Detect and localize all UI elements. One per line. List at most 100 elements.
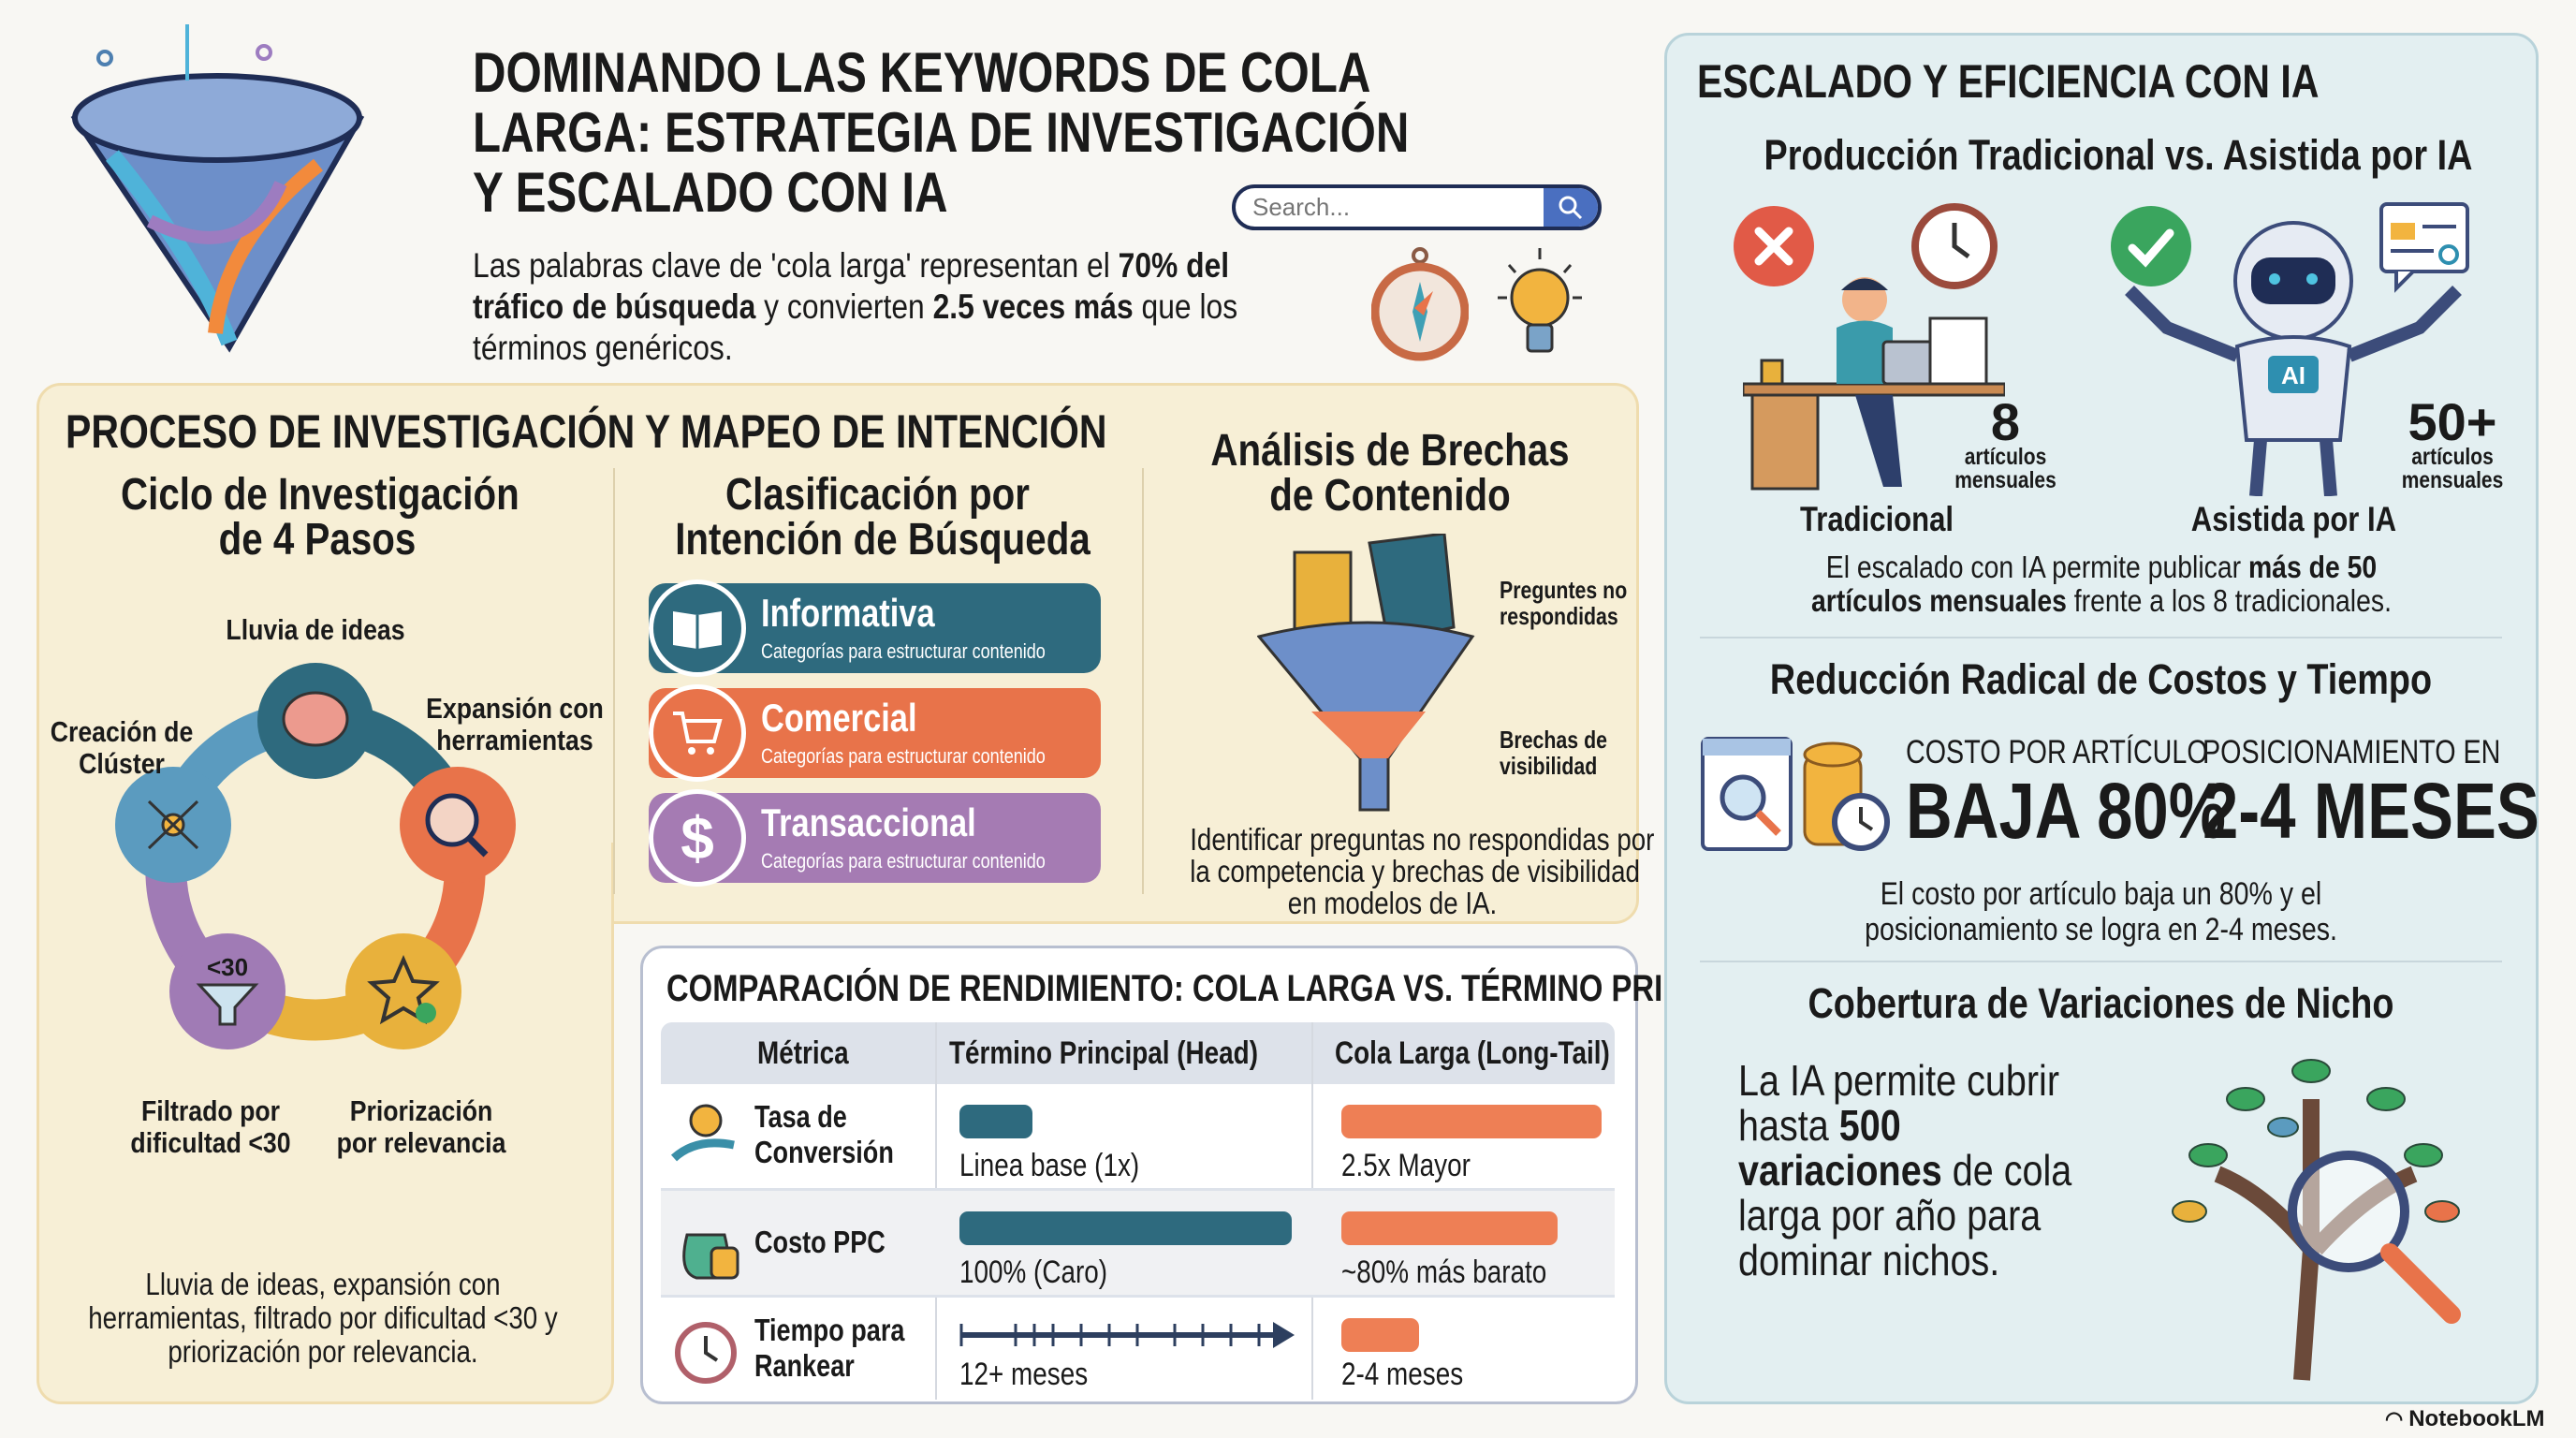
gap-label-visibility: Brechas de visibilidad: [1500, 726, 1607, 780]
tail-value: 2.5x Mayor: [1341, 1148, 1471, 1183]
lightbulb-icon: [1498, 248, 1582, 353]
table-row: Tiempo para Rankear 12+ meses 2-4 meses: [661, 1298, 1615, 1400]
column-header: Métrica: [757, 1035, 849, 1071]
puzzle-funnel-icon: [1257, 534, 1475, 812]
niche-title: Cobertura de Variaciones de Nicho: [1808, 979, 2394, 1027]
divider: [1700, 637, 2502, 638]
intent-transaccional: $ Transaccional Categorías para estructur…: [649, 789, 1101, 887]
search-icon: [1559, 196, 1583, 219]
intent-title: Clasificación por Intención de Búsqueda: [675, 470, 1090, 565]
ai-title: ESCALADO Y EFICIENCIA CON IA: [1697, 55, 2320, 108]
comparison-card: [640, 946, 1638, 1404]
metric-label: Costo PPC: [754, 1225, 886, 1259]
traditional-unit: artículos mensuales: [1954, 444, 2056, 493]
head-value: 100% (Caro): [959, 1255, 1108, 1290]
head-value: Linea base (1x): [959, 1148, 1140, 1183]
cross-icon: [1734, 206, 1814, 286]
timeline-arrow: [959, 1322, 1295, 1348]
stat1-value: BAJA 80%: [1906, 767, 2226, 855]
coins-clock-icon: [1803, 741, 1890, 851]
gaps-title: Análisis de Brechas de Contenido: [1210, 426, 1570, 521]
notebooklm-logo-icon: ◠: [2385, 1407, 2404, 1431]
search-input[interactable]: [1236, 188, 1535, 227]
comparison-title: COMPARACIÓN DE RENDIMIENTO: COLA LARGA V…: [666, 968, 1775, 1009]
tail-value: ~80% más barato: [1341, 1255, 1547, 1290]
table-header: Métrica Término Principal (Head) Cola La…: [661, 1022, 1615, 1084]
costs-title: Reducción Radical de Costos y Tiempo: [1769, 655, 2433, 703]
intro-text: Las palabras clave de 'cola larga' repre…: [473, 246, 1238, 367]
divider: [1700, 961, 2502, 962]
metric-label: Tasa de Conversión: [754, 1099, 894, 1169]
document-bubble-icon: [2379, 202, 2469, 293]
cycle-step-label: Filtrado por dificultad <30: [130, 1094, 291, 1159]
head-bar: [959, 1105, 1033, 1138]
cycle-diagram: <30: [115, 663, 516, 1049]
assisted-label: Asistida por IA: [2190, 500, 2397, 538]
traditional-count: 8: [1990, 392, 2021, 451]
person-desk-icon: [1743, 277, 2005, 491]
search-box[interactable]: [1232, 184, 1602, 230]
stat2-label: POSICIONAMIENTO EN: [2203, 734, 2501, 770]
process-title: PROCESO DE INVESTIGACIÓN Y MAPEO DE INTE…: [66, 405, 1107, 458]
gap-label-unanswered: Preguntes no respondidas: [1500, 576, 1628, 630]
costs-caption: El costo por artículo baja un 80% y el po…: [1865, 876, 2337, 947]
network-icon: [115, 767, 231, 883]
check-icon: [2111, 206, 2191, 286]
money-bag-icon: [682, 1233, 739, 1280]
intent-comercial: Comercial Categorías para estructurar con…: [649, 684, 1101, 782]
clock-icon: [1911, 203, 1998, 289]
table-row: Tasa de Conversión Linea base (1x) 2.5x May…: [661, 1084, 1615, 1191]
funnel-icon: [70, 24, 365, 353]
robot-icon: AI: [2125, 221, 2462, 496]
tail-bar: [1341, 1318, 1420, 1352]
assisted-count: 50+: [2408, 392, 2497, 451]
title-line: DOMINANDO LAS KEYWORDS DE COLA: [473, 41, 1371, 104]
star-check-icon: [345, 933, 461, 1049]
brain-icon: [257, 663, 373, 779]
filter-icon: <30: [169, 933, 285, 1049]
divider: [1142, 468, 1144, 894]
head-value: 12+ meses: [959, 1357, 1089, 1392]
metric-label: Tiempo para Rankear: [754, 1313, 905, 1383]
cart-icon: [649, 684, 746, 782]
money-hand-icon: [670, 1104, 735, 1162]
intent-informativa: Informativa Categorías para estructurar c…: [649, 580, 1101, 677]
page-title: DOMINANDO LAS KEYWORDS DE COLA LARGA: ES…: [473, 43, 1409, 223]
tail-bar: [1341, 1211, 1558, 1245]
title-line: LARGA: ESTRATEGIA DE INVESTIGACIÓN: [473, 101, 1410, 164]
stopwatch-icon: [675, 1321, 737, 1384]
production-caption: El escalado con IA permite publicar más …: [1811, 550, 2392, 618]
cycle-caption: Lluvia de ideas, expansión con herramient…: [88, 1267, 558, 1369]
cycle-step-label: Lluvia de ideas: [226, 613, 405, 646]
cycle-title: Ciclo de Investigación de 4 Pasos: [121, 470, 520, 565]
book-icon: [649, 580, 746, 677]
tail-bar: [1341, 1105, 1602, 1138]
tree-magnifier-icon: [2172, 1059, 2461, 1381]
cycle-step-label: Expansión con herramientas: [426, 692, 604, 756]
divider: [613, 468, 615, 894]
column-header: Cola Larga (Long-Tail): [1335, 1035, 1610, 1071]
cycle-step-label: Creación de Clúster: [50, 715, 194, 780]
ai-chip: AI: [2281, 361, 2305, 389]
tail-value: 2-4 meses: [1341, 1357, 1464, 1392]
traditional-label: Tradicional: [1799, 500, 1954, 538]
gaps-caption: Identificar preguntas no respondidas por…: [1190, 822, 1655, 920]
production-title: Producción Tradicional vs. Asistida por …: [1764, 131, 2473, 179]
niche-text: La IA permite cubrir hasta 500 variacion…: [1738, 1056, 2072, 1284]
gear-search-icon: [400, 767, 516, 883]
process-panel-column: [37, 843, 614, 1404]
search-button[interactable]: [1544, 188, 1598, 227]
stat1-label: COSTO POR ARTÍCULO: [1906, 734, 2208, 770]
svg-text:<30: <30: [207, 953, 248, 981]
dollar-icon: $: [649, 789, 746, 887]
assisted-unit: artículos mensuales: [2401, 444, 2504, 493]
stat2-value: 2-4 MESES: [2203, 767, 2539, 855]
cycle-step-label: Priorización por relevancia: [336, 1094, 506, 1159]
compass-icon: [1371, 247, 1469, 361]
table-row: Costo PPC 100% (Caro) ~80% más barato: [661, 1191, 1615, 1298]
watermark: ◠ NotebookLM: [2385, 1406, 2545, 1431]
title-line: Y ESCALADO CON IA: [473, 161, 948, 224]
document-search-icon: [1701, 737, 1793, 851]
column-header: Término Principal (Head): [949, 1035, 1258, 1071]
head-bar: [959, 1211, 1292, 1245]
